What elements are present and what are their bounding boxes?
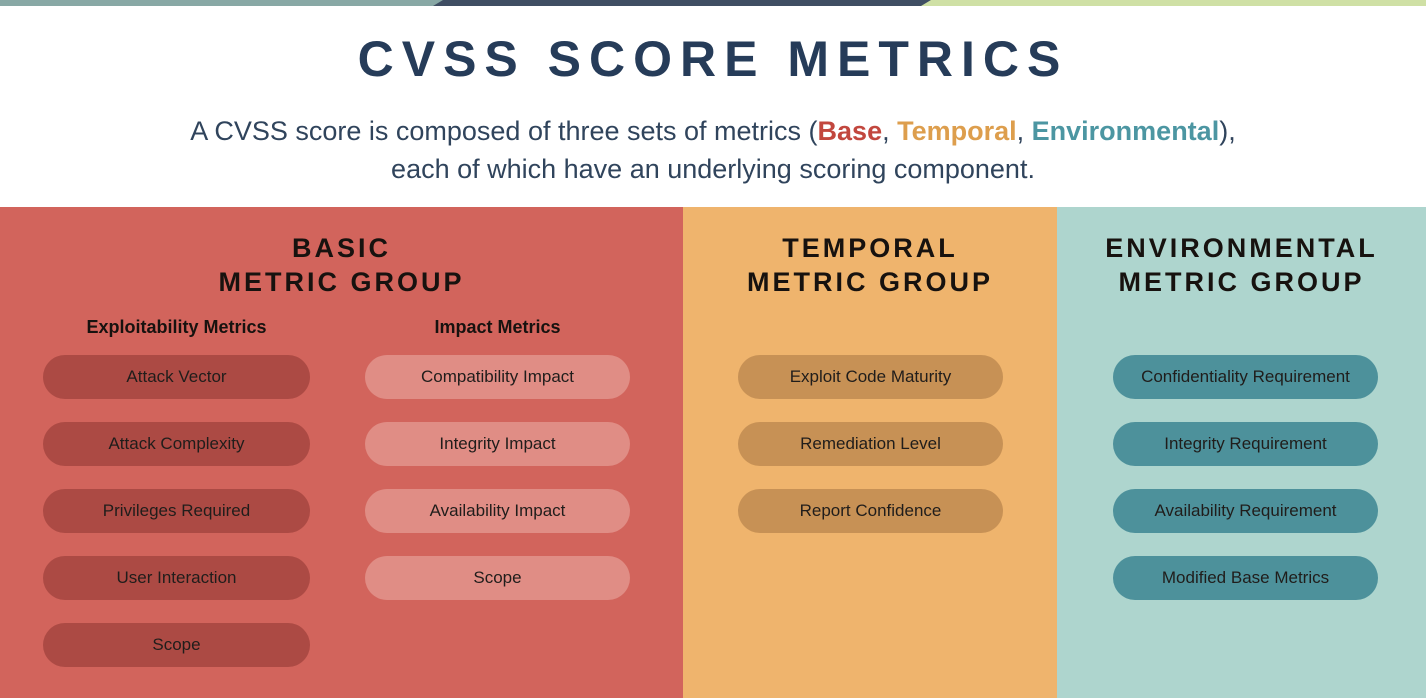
basic-metric-group-panel: BASIC METRIC GROUP Exploitability Metric… bbox=[0, 207, 683, 698]
top-accent-bar bbox=[0, 0, 1426, 6]
impact-metrics-heading: Impact Metrics bbox=[434, 317, 561, 337]
pill-remediation-level: Remediation Level bbox=[738, 422, 1003, 466]
pill-availability-impact: Availability Impact bbox=[365, 489, 630, 533]
temporal-accent-word: Temporal bbox=[897, 116, 1017, 146]
environmental-metric-group-panel: ENVIRONMENTAL METRIC GROUP Confidentiali… bbox=[1057, 207, 1426, 698]
pill-user-interaction: User Interaction bbox=[43, 556, 310, 600]
top-bar-navy-segment bbox=[433, 0, 933, 6]
pill-integrity-impact: Integrity Impact bbox=[365, 422, 630, 466]
subtitle-line-2: each of which have an underlying scoring… bbox=[391, 154, 1035, 184]
subtitle-separator-1: , bbox=[882, 116, 898, 146]
pill-attack-complexity: Attack Complexity bbox=[43, 422, 310, 466]
subtitle-line-1: A CVSS score is composed of three sets o… bbox=[0, 112, 1426, 150]
environmental-title-line2: METRIC GROUP bbox=[1118, 267, 1365, 297]
basic-title-line1: BASIC bbox=[291, 233, 391, 263]
environmental-pill-stack: Confidentiality Requirement Integrity Re… bbox=[1113, 355, 1378, 623]
temporal-title-line2: METRIC GROUP bbox=[746, 267, 993, 297]
basic-title-line2: METRIC GROUP bbox=[218, 267, 465, 297]
exploitability-metrics-heading: Exploitability Metrics bbox=[86, 317, 267, 337]
environmental-metric-group-title: ENVIRONMENTAL METRIC GROUP bbox=[1057, 231, 1426, 299]
top-bar-teal-segment bbox=[0, 0, 445, 6]
pill-compatibility-impact: Compatibility Impact bbox=[365, 355, 630, 399]
page-title: CVSS SCORE METRICS bbox=[357, 31, 1069, 87]
pill-privileges-required: Privileges Required bbox=[43, 489, 310, 533]
pill-confidentiality-requirement: Confidentiality Requirement bbox=[1113, 355, 1378, 399]
subtitle-separator-2: , bbox=[1016, 116, 1032, 146]
basic-metric-group-title: BASIC METRIC GROUP bbox=[0, 231, 683, 299]
temporal-title-line1: TEMPORAL bbox=[782, 233, 958, 263]
environmental-accent-word: Environmental bbox=[1031, 116, 1220, 146]
temporal-metric-group-title: TEMPORAL METRIC GROUP bbox=[683, 231, 1057, 299]
pill-exploit-code-maturity: Exploit Code Maturity bbox=[738, 355, 1003, 399]
pill-availability-requirement: Availability Requirement bbox=[1113, 489, 1378, 533]
subtitle-suffix: ), bbox=[1219, 116, 1236, 146]
pill-attack-vector: Attack Vector bbox=[43, 355, 310, 399]
top-bar-green-segment bbox=[921, 0, 1426, 6]
pill-integrity-requirement: Integrity Requirement bbox=[1113, 422, 1378, 466]
base-accent-word: Base bbox=[817, 116, 883, 146]
subtitle-prefix: A CVSS score is composed of three sets o… bbox=[190, 116, 818, 146]
exploitability-pill-stack: Attack Vector Attack Complexity Privileg… bbox=[43, 355, 310, 690]
pill-report-confidence: Report Confidence bbox=[738, 489, 1003, 533]
impact-pill-stack: Compatibility Impact Integrity Impact Av… bbox=[365, 355, 630, 623]
pill-scope-exploitability: Scope bbox=[43, 623, 310, 667]
impact-metrics-column: Impact Metrics Compatibility Impact Inte… bbox=[365, 207, 630, 698]
temporal-metric-group-panel: TEMPORAL METRIC GROUP Exploit Code Matur… bbox=[683, 207, 1057, 698]
environmental-title-line1: ENVIRONMENTAL bbox=[1105, 233, 1378, 263]
pill-scope-impact: Scope bbox=[365, 556, 630, 600]
pill-modified-base-metrics: Modified Base Metrics bbox=[1113, 556, 1378, 600]
subtitle: A CVSS score is composed of three sets o… bbox=[0, 112, 1426, 188]
exploitability-metrics-column: Exploitability Metrics Attack Vector Att… bbox=[43, 207, 310, 698]
temporal-pill-stack: Exploit Code Maturity Remediation Level … bbox=[738, 355, 1003, 556]
